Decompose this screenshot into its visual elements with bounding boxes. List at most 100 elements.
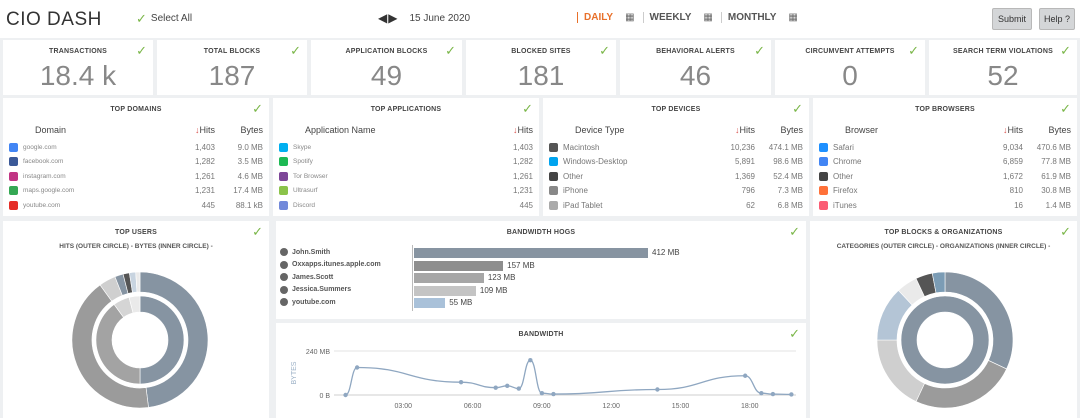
stat-card[interactable]: CIRCUMVENT ATTEMPTS ✓ 0 bbox=[775, 40, 925, 95]
data-point[interactable] bbox=[789, 392, 794, 397]
donut-slice[interactable] bbox=[931, 271, 946, 294]
data-point[interactable] bbox=[354, 365, 360, 370]
x-tick-label: 15:00 bbox=[672, 403, 690, 410]
data-point[interactable] bbox=[742, 373, 748, 378]
hog-bar[interactable] bbox=[414, 298, 446, 308]
data-point[interactable] bbox=[539, 390, 545, 396]
row-bytes: 4.6 MB bbox=[237, 171, 263, 181]
donut-slice[interactable] bbox=[135, 271, 141, 293]
hog-row[interactable]: Oxxapps.itunes.apple.com bbox=[280, 260, 381, 269]
hog-name: Oxxapps.itunes.apple.com bbox=[292, 261, 381, 268]
user-icon bbox=[280, 273, 288, 281]
hog-bar[interactable] bbox=[414, 285, 476, 296]
table-row[interactable]: Discord 445 bbox=[279, 198, 533, 213]
row-hits: 1,261 bbox=[512, 171, 533, 181]
next-date-arrow-icon[interactable]: ▶ bbox=[388, 11, 398, 25]
help-button[interactable]: Help ? bbox=[1039, 8, 1075, 30]
row-bytes: 9.0 MB bbox=[237, 142, 263, 152]
data-point[interactable] bbox=[516, 386, 521, 391]
row-bytes: 6.8 MB bbox=[777, 200, 803, 210]
panel-title: TOP USERS bbox=[115, 229, 157, 236]
table-row[interactable]: Ultrasurf 1,231 bbox=[279, 184, 533, 199]
table-row[interactable]: iPhone 796 7.3 MB bbox=[549, 184, 803, 199]
table-row[interactable]: Windows-Desktop 5,891 98.6 MB bbox=[549, 155, 803, 170]
table-row[interactable]: facebook.com 1,282 3.5 MB bbox=[9, 155, 263, 170]
data-point[interactable] bbox=[493, 385, 498, 390]
calendar-icon[interactable]: ▦ bbox=[703, 12, 713, 23]
submit-button[interactable]: Submit bbox=[992, 8, 1032, 30]
current-date[interactable]: 15 June 2020 bbox=[409, 12, 471, 24]
table-row[interactable]: Chrome 6,859 77.8 MB bbox=[819, 155, 1071, 170]
table-row[interactable]: google.com 1,403 9.0 MB bbox=[9, 140, 263, 155]
hog-row[interactable]: John.Smith bbox=[280, 248, 330, 256]
stat-card[interactable]: BEHAVIORAL ALERTS ✓ 46 bbox=[620, 40, 771, 95]
select-all-toggle[interactable]: ✓ Select All bbox=[136, 12, 192, 25]
stat-card[interactable]: TRANSACTIONS ✓ 18.4 k bbox=[3, 40, 153, 95]
data-point[interactable] bbox=[551, 391, 556, 397]
hog-bar[interactable] bbox=[414, 248, 648, 258]
spotify-icon bbox=[279, 157, 288, 167]
top-devices-table: Device Type ↓Hits Bytes Macintosh 10,236… bbox=[549, 122, 803, 213]
calendar-icon[interactable]: ▦ bbox=[625, 12, 635, 23]
table-row[interactable]: Other 1,672 61.9 MB bbox=[819, 169, 1071, 184]
top-blocks-donut-chart[interactable] bbox=[870, 265, 1020, 415]
check-icon: ✓ bbox=[1060, 224, 1071, 239]
stat-value: 52 bbox=[987, 60, 1019, 91]
check-icon: ✓ bbox=[599, 43, 610, 58]
circle-icon bbox=[280, 298, 288, 306]
table-row[interactable]: Safari 9,034 470.6 MB bbox=[819, 140, 1071, 155]
row-hits: 445 bbox=[519, 200, 533, 210]
data-point[interactable] bbox=[343, 392, 348, 398]
bandwidth-line-chart[interactable]: 240 MB 0 B BYTES 03:00 06:00 09:00 12:00 15:00 1… bbox=[276, 323, 806, 418]
donut-slice[interactable] bbox=[139, 295, 185, 385]
data-point[interactable] bbox=[505, 383, 510, 389]
table-row[interactable]: instagram.com 1,261 4.6 MB bbox=[9, 169, 263, 184]
data-point[interactable] bbox=[655, 387, 660, 392]
y-tick-label: 0 B bbox=[319, 393, 330, 400]
stat-card[interactable]: APPLICATION BLOCKS ✓ 49 bbox=[311, 40, 462, 95]
check-icon: ✓ bbox=[789, 326, 800, 341]
data-point[interactable] bbox=[458, 379, 464, 385]
table-row[interactable]: maps.google.com 1,231 17.4 MB bbox=[9, 184, 263, 199]
bandwidth-line[interactable] bbox=[345, 359, 792, 396]
donut-slice[interactable] bbox=[71, 284, 149, 409]
maps-icon bbox=[9, 186, 18, 196]
calendar-icon[interactable]: ▦ bbox=[788, 12, 798, 23]
period-monthly[interactable]: MONTHLY ▦ bbox=[720, 12, 806, 23]
check-icon: ✓ bbox=[445, 43, 456, 58]
hog-row[interactable]: James.Scott bbox=[280, 273, 333, 281]
hog-bar[interactable] bbox=[414, 260, 504, 271]
table-row[interactable]: youtube.com 445 88.1 kB bbox=[9, 198, 263, 213]
donut-slice[interactable] bbox=[128, 295, 141, 314]
table-row[interactable]: Firefox 810 30.8 MB bbox=[819, 184, 1071, 199]
prev-date-arrow-icon[interactable]: ◀ bbox=[378, 11, 388, 25]
row-name: Tor Browser bbox=[293, 172, 328, 180]
table-row[interactable]: Spotify 1,282 bbox=[279, 155, 533, 170]
period-daily[interactable]: DAILY ▦ bbox=[577, 12, 643, 23]
table-row[interactable]: Macintosh 10,236 474.1 MB bbox=[549, 140, 803, 155]
check-icon: ✓ bbox=[792, 101, 803, 116]
data-point[interactable] bbox=[759, 390, 764, 396]
table-row[interactable]: Tor Browser 1,261 bbox=[279, 169, 533, 184]
table-row[interactable]: Skype 1,403 bbox=[279, 140, 533, 155]
stat-card[interactable]: BLOCKED SITES ✓ 181 bbox=[466, 40, 616, 95]
hog-row[interactable]: youtube.com bbox=[280, 298, 336, 306]
donut-slice[interactable] bbox=[900, 295, 990, 385]
hog-row[interactable]: Jessica.Summers bbox=[280, 285, 351, 294]
data-point[interactable] bbox=[528, 357, 533, 363]
top-users-donut-chart[interactable] bbox=[65, 265, 215, 415]
period-weekly[interactable]: WEEKLY ▦ bbox=[642, 12, 721, 23]
table-row[interactable]: iTunes 16 1.4 MB bbox=[819, 198, 1071, 213]
hog-bar[interactable] bbox=[414, 273, 484, 283]
table-row[interactable]: iPad Tablet 62 6.8 MB bbox=[549, 198, 803, 213]
data-point[interactable] bbox=[770, 391, 776, 397]
stat-card[interactable]: TOTAL BLOCKS ✓ 187 bbox=[157, 40, 307, 95]
check-icon: ✓ bbox=[522, 101, 533, 116]
donut-slice[interactable] bbox=[95, 303, 141, 385]
table-row[interactable]: Other 1,369 52.4 MB bbox=[549, 169, 803, 184]
stat-card[interactable]: SEARCH TERM VIOLATIONS ✓ 52 bbox=[929, 40, 1077, 95]
tor-icon bbox=[279, 171, 288, 181]
sort-down-icon: ↓ bbox=[513, 125, 518, 135]
hog-value: 412 MB bbox=[652, 248, 680, 257]
app-title: CIO DASH bbox=[6, 9, 102, 30]
